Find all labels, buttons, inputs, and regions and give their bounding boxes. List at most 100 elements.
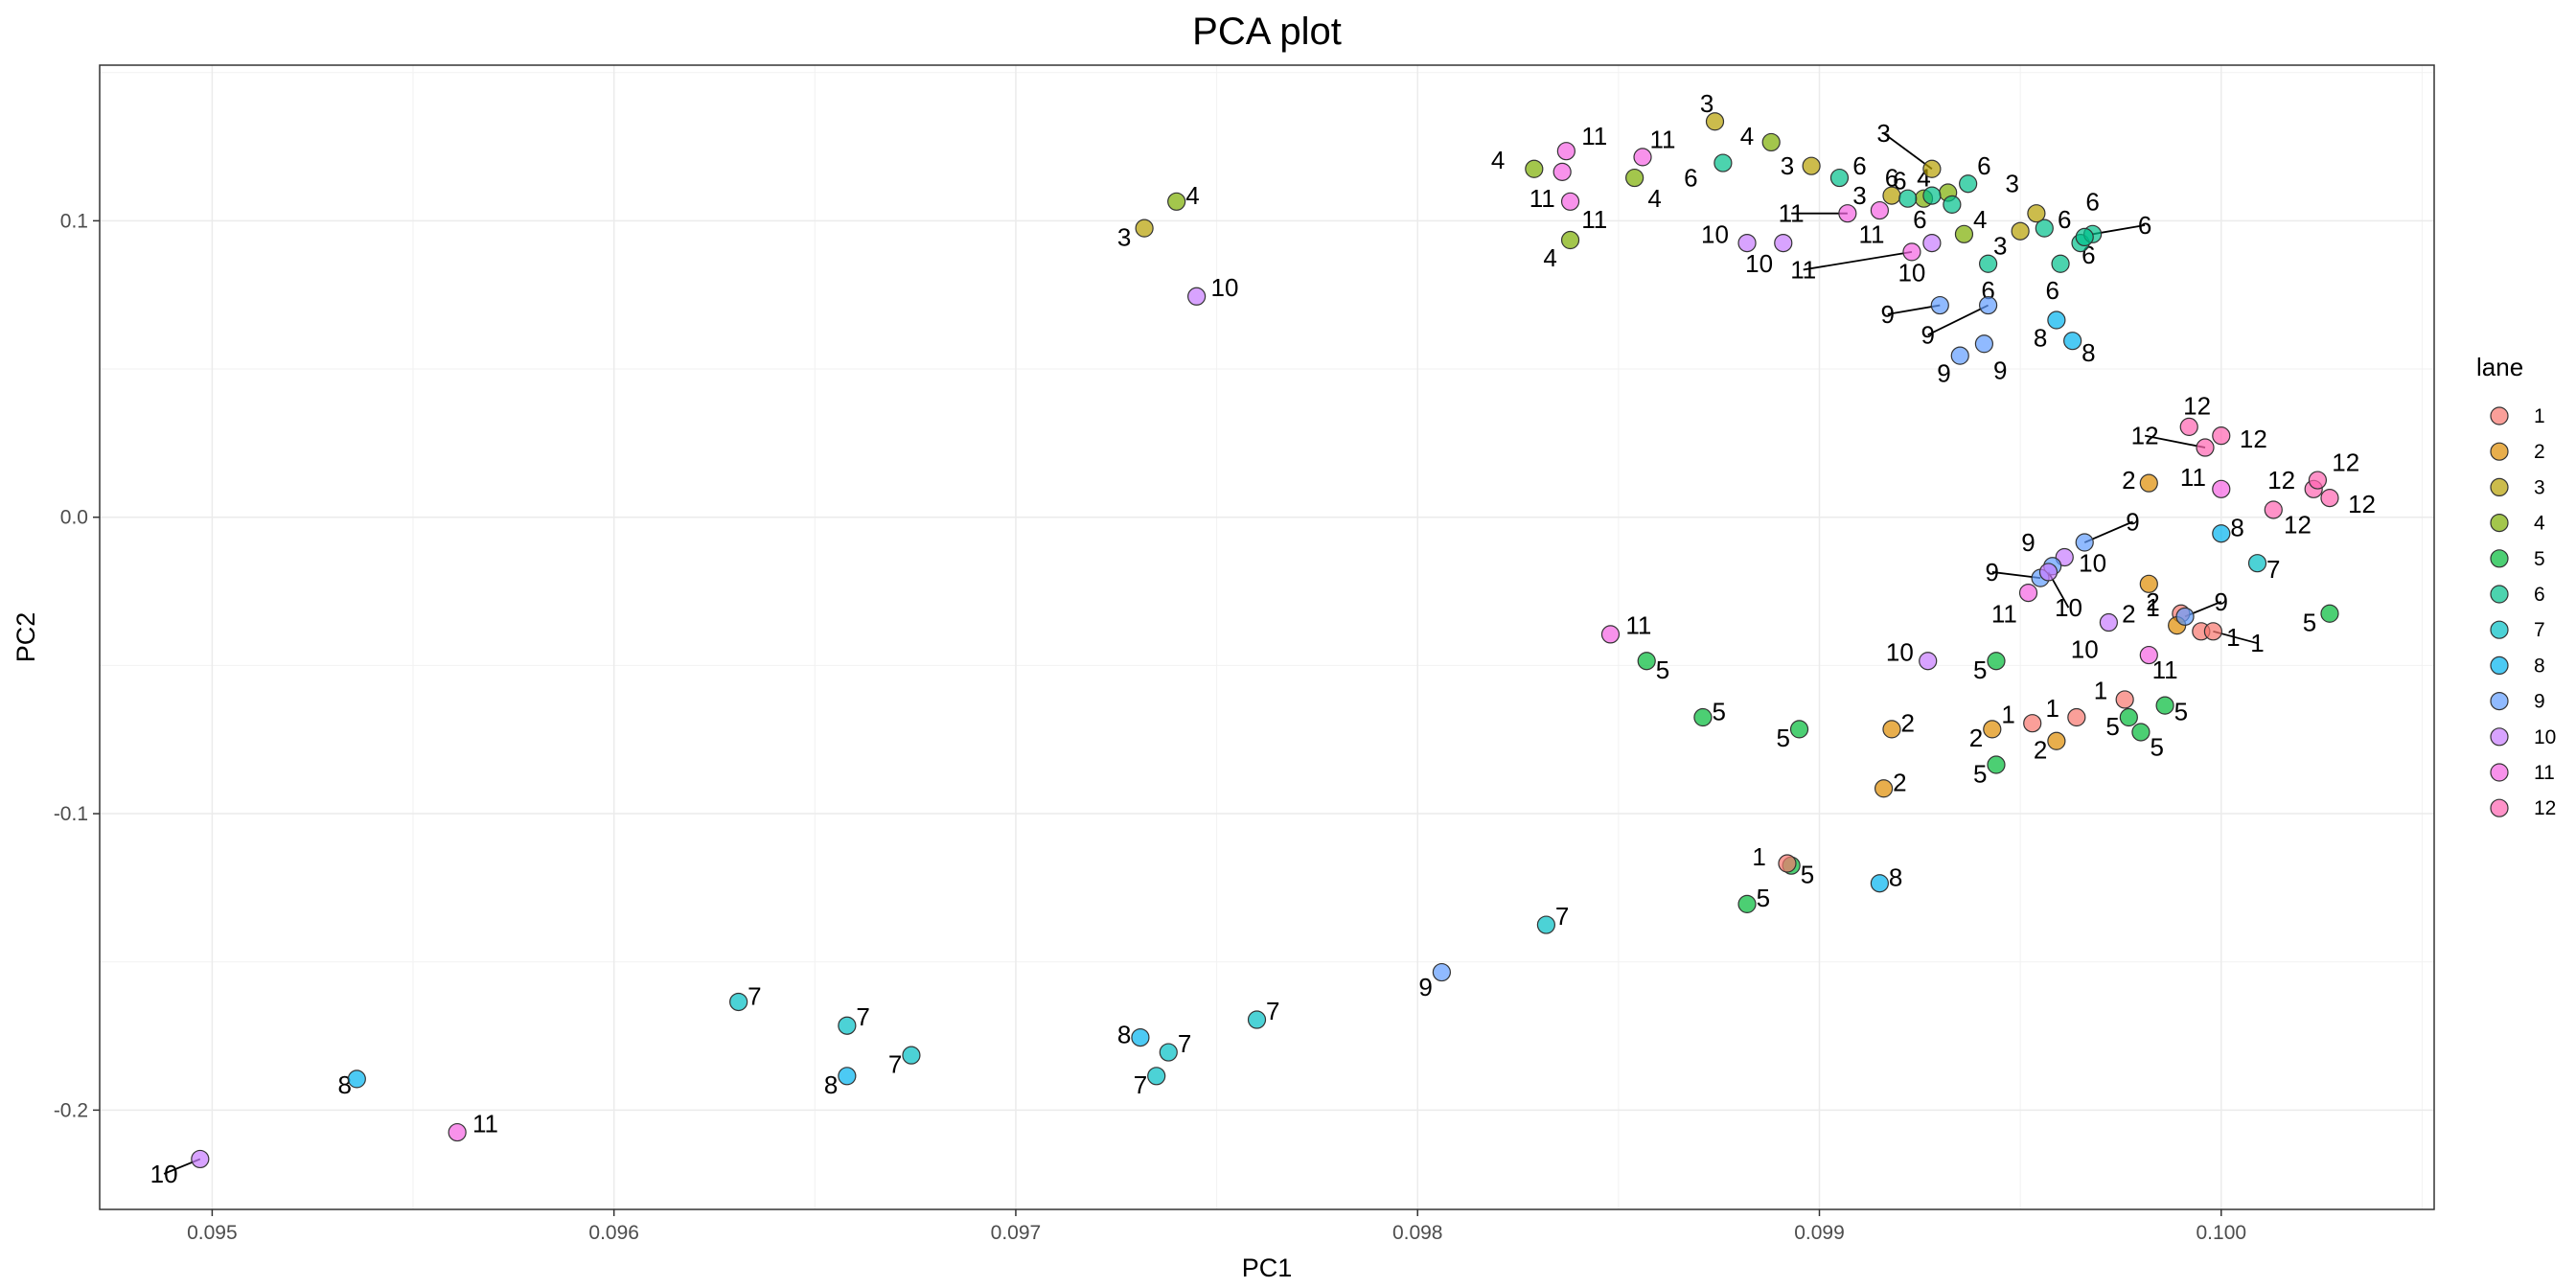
- point-label: 7: [888, 1049, 902, 1078]
- point-label: 5: [1656, 656, 1669, 684]
- point-label: 8: [2082, 338, 2095, 367]
- point-label: 7: [1178, 1029, 1191, 1058]
- point-label: 4: [1740, 122, 1754, 150]
- point-label: 9: [1418, 973, 1432, 1001]
- point-label: 3: [2006, 170, 2019, 198]
- point-label: 7: [1555, 902, 1569, 931]
- data-point: [1898, 189, 1918, 208]
- point-label: 5: [1777, 724, 1790, 752]
- grid: [100, 65, 2434, 1209]
- x-axis-title: PC1: [1242, 1254, 1293, 1282]
- point-label: 11: [1991, 599, 2017, 628]
- data-point: [1919, 652, 1938, 671]
- legend-key: [2490, 477, 2509, 496]
- point-label: 6: [1913, 205, 1926, 234]
- point-label: 6: [2045, 276, 2058, 305]
- y-tick-label: 0.1: [60, 210, 88, 232]
- point-label: 4: [1647, 184, 1661, 213]
- data-point: [2018, 584, 2038, 603]
- data-point: [1432, 962, 1451, 982]
- point-label: 2: [2122, 599, 2135, 628]
- x-tick-label: 0.100: [2196, 1222, 2247, 1244]
- data-point: [1536, 915, 1555, 934]
- point-label: 10: [1211, 273, 1239, 302]
- data-point: [1131, 1027, 1150, 1047]
- data-point: [1560, 230, 1580, 250]
- legend-key: [2490, 691, 2509, 711]
- data-point: [1552, 162, 1572, 181]
- data-point: [2035, 218, 2054, 238]
- point-label: 4: [1185, 181, 1199, 210]
- legend-label: 11: [2534, 762, 2555, 784]
- data-point: [2212, 426, 2231, 446]
- point-label: 7: [2266, 555, 2280, 584]
- point-label: 4: [1973, 205, 1987, 234]
- point-label: 12: [2240, 425, 2267, 453]
- point-label: 1: [1752, 842, 1765, 871]
- legend-label: 7: [2534, 619, 2545, 641]
- point-label: 1: [2250, 629, 2264, 657]
- point-label: 2: [2122, 466, 2135, 494]
- y-tick-label: 0.0: [60, 507, 88, 529]
- point-label: 2: [1901, 709, 1915, 738]
- data-point: [2075, 533, 2094, 552]
- data-point: [1761, 132, 1781, 152]
- point-label: 11: [1581, 122, 1607, 150]
- data-point: [1714, 153, 1733, 172]
- data-point: [902, 1046, 921, 1065]
- data-point: [2051, 254, 2070, 273]
- data-point: [1774, 233, 1793, 253]
- point-label: 10: [1898, 259, 1925, 288]
- legend-label: 3: [2534, 476, 2545, 498]
- x-tick-label: 0.096: [588, 1222, 639, 1244]
- data-point: [1838, 204, 1857, 223]
- data-point: [191, 1149, 210, 1169]
- point-label: 10: [1886, 637, 1914, 666]
- data-point: [2047, 731, 2066, 750]
- data-point: [838, 1067, 857, 1086]
- point-label: 8: [824, 1070, 838, 1099]
- x-tick-label: 0.095: [187, 1222, 238, 1244]
- legend-key: [2490, 798, 2509, 817]
- point-label: 11: [2180, 463, 2206, 492]
- point-label: 3: [1876, 119, 1890, 148]
- point-label: 11: [472, 1109, 498, 1138]
- point-label: 12: [2267, 466, 2295, 494]
- data-point: [2011, 221, 2030, 241]
- data-point: [1943, 195, 1962, 214]
- data-point: [2027, 204, 2046, 223]
- data-point: [2139, 473, 2158, 493]
- chart-title: PCA plot: [1192, 11, 1342, 53]
- data-point: [1902, 242, 1921, 262]
- point-label: 3: [1117, 222, 1131, 251]
- axes: 0.095 0.096 0.097 0.098 0.099 0.100-0.2-0.10.…: [54, 210, 2246, 1244]
- data-point: [1950, 346, 1969, 365]
- data-point: [2308, 471, 2328, 490]
- point-label: 8: [1889, 863, 1902, 892]
- point-label: 5: [2174, 697, 2188, 725]
- point-label: 11: [1859, 219, 1885, 248]
- data-point: [1737, 894, 1757, 913]
- point-label: 11: [1625, 611, 1651, 640]
- point-label: 9: [1920, 320, 1934, 349]
- point-label: 5: [1973, 759, 1987, 788]
- data-point: [1560, 192, 1580, 211]
- legend-key: [2490, 620, 2509, 639]
- data-point: [2067, 707, 2086, 727]
- point-label: 11: [1581, 205, 1607, 234]
- legend-label: 6: [2534, 584, 2545, 606]
- legend-key: [2490, 442, 2509, 461]
- legend-label: 1: [2534, 405, 2545, 427]
- legend-key: [2490, 656, 2509, 676]
- data-point: [2131, 723, 2150, 742]
- data-point: [1187, 287, 1207, 306]
- point-label: 6: [2085, 187, 2099, 216]
- point-label: 3: [1700, 89, 1714, 118]
- data-point: [2047, 310, 2066, 330]
- point-label: 10: [2055, 593, 2082, 622]
- point-label: 11: [1790, 255, 1816, 284]
- data-point: [1987, 652, 2006, 671]
- point-label: 5: [1801, 860, 1814, 888]
